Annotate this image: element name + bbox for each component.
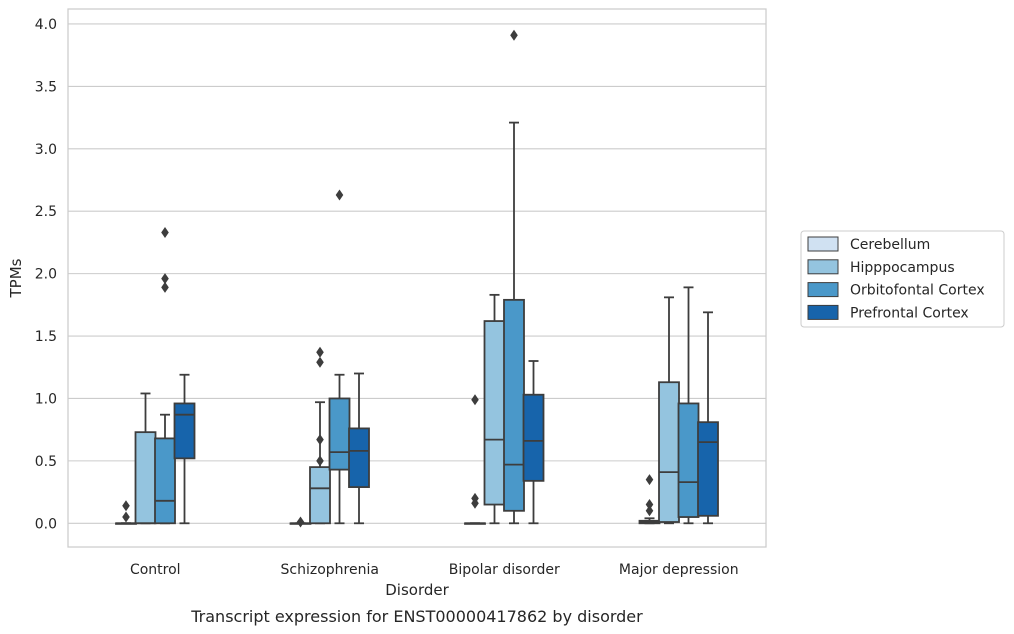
x-axis-ticks: Control Schizophrenia Bipolar disorder Majo…	[130, 562, 739, 578]
y-tick-label: 1.5	[35, 329, 57, 345]
legend-label: Orbitofontal Cortex	[850, 283, 985, 299]
box-body	[697, 421, 719, 517]
outlier-point	[316, 346, 324, 358]
outlier-point	[645, 499, 654, 511]
legend: Cerebellum Hipppocampus Orbitofontal Corte…	[800, 230, 1005, 328]
y-axis-ticks: 0.0 0.5 1.0 1.5 2.0 2.5 3.0 3.5 4.0	[35, 17, 57, 532]
y-tick-label: 2.5	[35, 204, 57, 220]
outlier-point	[645, 474, 654, 486]
box-0-2	[464, 394, 486, 525]
box-body	[309, 466, 331, 525]
box-0-1	[289, 516, 312, 528]
legend-label: Hipppocampus	[850, 260, 955, 276]
legend-swatch	[807, 259, 839, 275]
box-body	[173, 402, 196, 460]
y-tick-label: 2.0	[35, 267, 57, 283]
box-1-2	[483, 293, 506, 525]
box-2-0	[154, 226, 176, 525]
box-body	[134, 431, 157, 525]
x-tick-label: Bipolar disorder	[449, 562, 560, 578]
box-1-1	[309, 346, 331, 525]
x-tick-label: Schizophrenia	[281, 562, 379, 578]
outlier-point	[471, 394, 479, 406]
legend-swatch	[807, 304, 839, 320]
legend-swatch	[807, 236, 839, 252]
box-2-3	[677, 286, 700, 525]
plot-frame	[67, 8, 767, 548]
box-body	[658, 381, 680, 523]
y-axis-label: TPMs	[7, 258, 25, 298]
box-3-1	[348, 372, 370, 525]
box-3-0	[173, 373, 196, 525]
outlier-point	[316, 455, 324, 467]
box-body	[677, 402, 700, 518]
x-tick-label: Major depression	[619, 562, 739, 578]
outlier-point	[161, 226, 169, 238]
box-body	[483, 320, 506, 506]
outlier-point	[122, 500, 130, 512]
outlier-point	[316, 434, 324, 446]
boxes	[115, 29, 719, 528]
outlier-point	[316, 356, 324, 368]
box-2-1	[328, 189, 351, 525]
outlier-point	[471, 492, 479, 504]
chart-caption: Transcript expression for ENST0000041786…	[190, 607, 643, 626]
box-body	[348, 427, 370, 488]
y-tick-label: 3.0	[35, 142, 57, 158]
y-tick-label: 0.5	[35, 454, 57, 470]
outlier-point	[296, 516, 305, 528]
box-3-3	[697, 311, 719, 525]
outlier-point	[335, 189, 344, 201]
box-3-2	[522, 360, 545, 525]
legend-swatch	[807, 282, 839, 298]
box-body	[522, 393, 545, 482]
outlier-point	[161, 273, 169, 285]
y-tick-label: 0.0	[35, 516, 57, 532]
y-tick-label: 4.0	[35, 17, 57, 33]
legend-frame	[800, 230, 1005, 328]
outlier-point	[122, 511, 130, 523]
y-tick-label: 1.0	[35, 391, 57, 407]
outlier-point	[161, 281, 169, 293]
box-body	[503, 298, 525, 512]
box-body	[154, 437, 176, 525]
y-tick-label: 3.5	[35, 79, 57, 95]
outlier-point	[510, 29, 518, 41]
x-tick-label: Control	[130, 562, 181, 578]
box-1-0	[134, 392, 157, 525]
x-axis-label: Disorder	[385, 581, 449, 599]
legend-label: Prefrontal Cortex	[850, 305, 969, 321]
box-body	[328, 397, 351, 471]
legend-label: Cerebellum	[850, 237, 930, 253]
outlier-point	[645, 505, 654, 517]
